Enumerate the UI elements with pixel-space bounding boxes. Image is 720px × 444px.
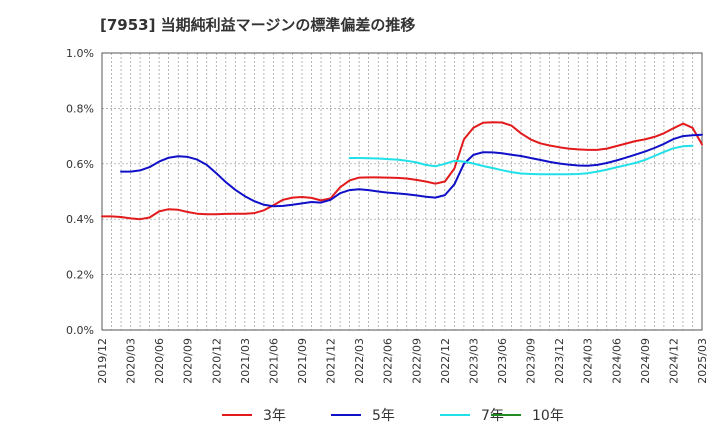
x-tick-label: 2022/12 [439,338,452,384]
x-tick-label: 2021/03 [239,338,252,384]
y-tick-label: 1.0% [66,47,94,60]
grid-lines [102,53,702,330]
x-tick-label: 2022/09 [410,338,423,384]
series-line [120,133,703,208]
x-tick-label: 2019/12 [96,338,109,384]
series-lines [101,121,703,221]
x-tick-label: 2023/06 [496,338,509,384]
x-tick-label: 2020/06 [153,338,166,384]
chart-title: [7953] 当期純利益マージンの標準偏差の推移 [100,16,415,34]
y-tick-label: 0.6% [66,158,94,171]
x-tick-label: 2024/12 [667,338,680,384]
y-tick-label: 0.2% [66,269,94,282]
x-tick-label: 2024/09 [639,338,652,384]
x-tick-label: 2025/03 [696,338,709,384]
y-tick-label: 0.4% [66,213,94,226]
legend: 3年5年7年10年 [222,408,564,424]
x-tick-label: 2020/09 [182,338,195,384]
legend-label: 3年 [263,408,286,424]
plot-area-frame [101,52,703,331]
x-tick-label: 2024/06 [610,338,623,384]
x-tick-label: 2021/12 [325,338,338,384]
y-axis-ticks: 0.0% 0.2% 0.4% 0.6% 0.8% 1.0% [66,47,94,337]
y-tick-label: 0.8% [66,102,94,115]
x-tick-label: 2023/09 [525,338,538,384]
x-tick-label: 2021/09 [296,338,309,384]
series-line [101,121,703,221]
x-tick-label: 2021/06 [267,338,280,384]
series-line [348,144,694,176]
legend-label: 5年 [372,408,395,424]
legend-label: 10年 [532,408,564,424]
x-tick-label: 2023/03 [467,338,480,384]
x-tick-label: 2024/03 [582,338,595,384]
x-tick-label: 2020/03 [125,338,138,384]
x-tick-label: 2022/03 [353,338,366,384]
y-tick-label: 0.0% [66,324,94,337]
x-tick-label: 2022/06 [382,338,395,384]
x-tick-label: 2023/12 [553,338,566,384]
x-tick-label: 2020/12 [210,338,223,384]
x-axis-ticks: 2019/12 2020/03 2020/06 2020/09 2020/12 2021/… [96,338,709,384]
